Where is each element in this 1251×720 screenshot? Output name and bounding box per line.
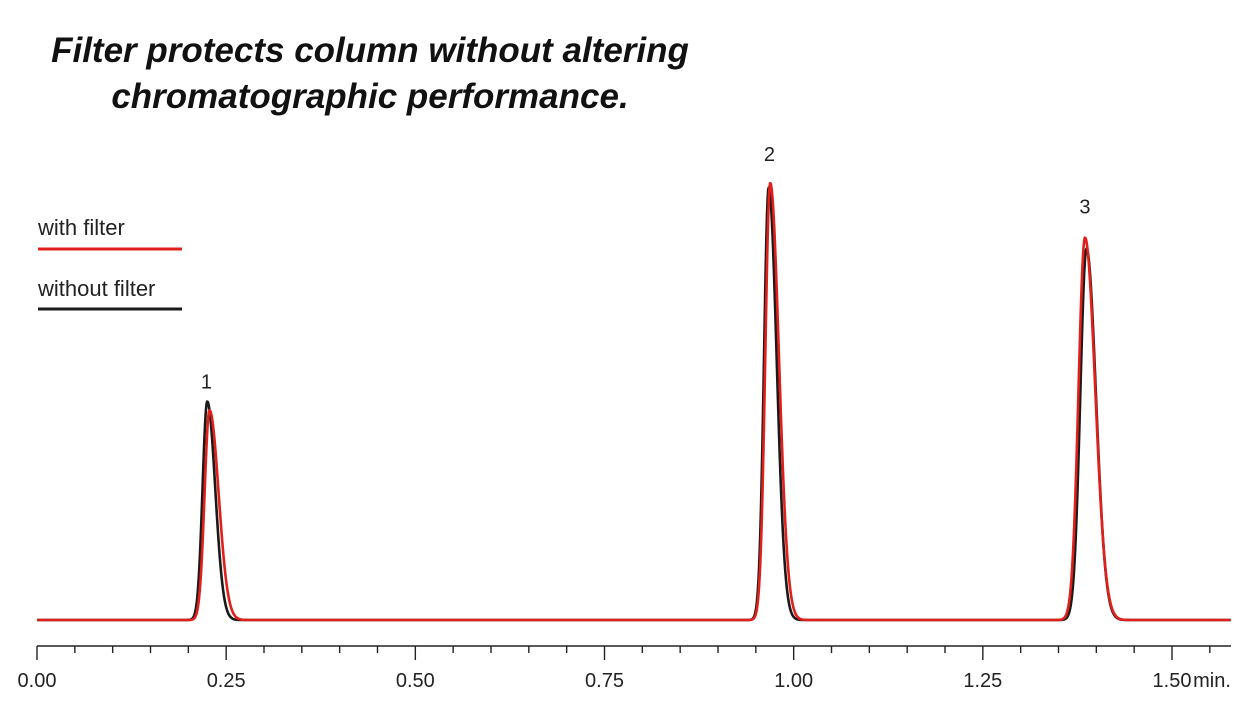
x-axis: 0.00 0.25 0.50 0.75 1.00 1.25 1.50 min. — [18, 645, 1231, 692]
peak-label-3: 3 — [1079, 197, 1090, 219]
chart-title: Filter protects column without altering … — [0, 28, 740, 120]
x-tick-label: 0.50 — [396, 670, 435, 692]
legend: with filter without filter — [37, 215, 182, 311]
x-tick-label: 0.25 — [207, 670, 246, 692]
peak-label-1: 1 — [201, 371, 212, 393]
peak-label-2: 2 — [764, 144, 775, 166]
x-tick-label: 0.75 — [585, 670, 624, 692]
peak-labels: 1 2 3 — [201, 144, 1091, 393]
chart-title-line-2: chromatographic performance. — [111, 77, 629, 116]
x-tick-label: 1.25 — [963, 670, 1002, 692]
x-tick-label: 0.00 — [18, 670, 57, 692]
traces — [36, 181, 1232, 622]
legend-label-with-filter: with filter — [37, 215, 125, 240]
x-unit-label: min. — [1193, 670, 1231, 692]
legend-label-without-filter: without filter — [37, 276, 155, 301]
chart-title-line-1: Filter protects column without altering — [51, 31, 689, 70]
x-tick-label: 1.00 — [774, 670, 813, 692]
trace-without-filter — [36, 186, 1232, 622]
trace-with-filter — [36, 181, 1232, 622]
x-tick-label: 1.50 — [1153, 670, 1192, 692]
